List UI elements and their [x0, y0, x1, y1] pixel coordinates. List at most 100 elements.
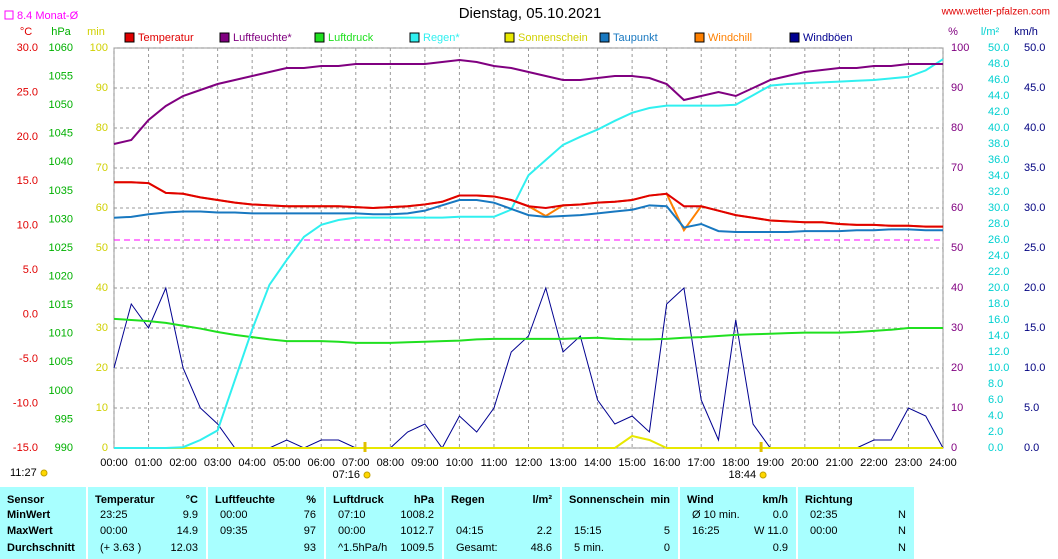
- legend-swatch: [599, 32, 610, 43]
- x-tick-label: 16:00: [653, 457, 681, 469]
- axis-label: min: [87, 26, 105, 38]
- legend-swatch: [694, 32, 705, 43]
- legend-swatch: [314, 32, 325, 43]
- axis-label: %: [948, 26, 958, 38]
- y-tick-label: 30.0: [1024, 202, 1045, 214]
- x-tick-label: 11:00: [481, 457, 508, 469]
- y-tick-label: 24.0: [988, 250, 1009, 262]
- series-line: [114, 58, 944, 449]
- y-tick-label: 10: [96, 402, 108, 414]
- legend-swatch: [409, 32, 420, 43]
- y-tick-label: 60: [951, 202, 963, 214]
- y-tick-label: 32.0: [988, 186, 1009, 198]
- y-tick-label: 2.0: [988, 426, 1003, 438]
- x-tick-label: 19:00: [757, 457, 785, 469]
- table-cell: N: [898, 509, 906, 521]
- series-line: [113, 317, 943, 344]
- y-tick-label: 6.0: [988, 394, 1003, 406]
- axis-label: °C: [20, 26, 32, 38]
- y-tick-label: 10: [951, 402, 963, 414]
- y-tick-label: 40: [96, 282, 108, 294]
- y-tick-label: 45.0: [1024, 82, 1045, 94]
- x-tick-label: 08:00: [377, 457, 405, 469]
- x-tick-label: 24:00: [929, 457, 957, 469]
- y-tick-label: 70: [951, 162, 963, 174]
- y-tick-label: 15.0: [17, 175, 38, 187]
- table-cell: 07:10: [338, 509, 366, 521]
- y-tick-label: 20.0: [1024, 282, 1045, 294]
- y-tick-label: -15.0: [13, 442, 38, 454]
- row-label: MinWert: [7, 509, 51, 521]
- y-tick-label: 48.0: [988, 58, 1009, 70]
- table-cell: 15:15: [574, 525, 602, 537]
- reference-legend-box: [4, 10, 14, 20]
- y-tick-label: 0.0: [1024, 442, 1039, 454]
- x-tick-label: 17:00: [687, 457, 715, 469]
- table-cell: (+ 3.63 ): [100, 542, 142, 554]
- series-line: [113, 199, 943, 233]
- reference-label: 8.4 Monat-Ø: [17, 10, 79, 22]
- y-tick-label: 10.0: [1024, 362, 1045, 374]
- table-cell: 97: [303, 525, 316, 537]
- y-tick-label: 26.0: [988, 234, 1009, 246]
- y-tick-label: 1010: [49, 328, 73, 340]
- y-tick-label: 12.0: [988, 346, 1009, 358]
- table-header: Sensor: [7, 494, 45, 506]
- y-tick-label: 0: [102, 442, 108, 454]
- table-cell: 04:15: [456, 525, 484, 537]
- y-tick-label: 30: [96, 322, 108, 334]
- table-column: [88, 487, 206, 559]
- table-header-unit: l/m²: [532, 494, 552, 506]
- y-tick-label: 8.0: [988, 378, 1003, 390]
- table-header: Wind: [687, 494, 714, 506]
- sunrise-label: 07:16: [332, 469, 360, 481]
- table-cell: 93: [303, 542, 316, 554]
- y-tick-label: 5.0: [23, 264, 38, 276]
- y-tick-label: 100: [951, 42, 969, 54]
- y-tick-label: 1030: [49, 213, 73, 225]
- sunset-label: 18:44: [729, 469, 757, 481]
- table-cell: 9.9: [182, 509, 198, 521]
- table-cell: 00:00: [100, 525, 128, 537]
- table-cell: 1008.2: [400, 509, 434, 521]
- table-cell: 0.0: [772, 509, 788, 521]
- y-tick-label: 5.0: [1024, 402, 1039, 414]
- y-tick-label: 1040: [49, 156, 73, 168]
- y-tick-label: 60: [96, 202, 108, 214]
- y-tick-label: 70: [96, 162, 108, 174]
- table-column: [562, 487, 678, 559]
- legend-label: Windböen: [803, 32, 853, 44]
- table-cell: 16:25: [692, 525, 720, 537]
- table-cell: 1009.5: [400, 542, 434, 554]
- table-cell: 12.03: [170, 542, 198, 554]
- y-tick-label: 10.0: [988, 362, 1009, 374]
- table-header: Luftdruck: [333, 494, 384, 506]
- y-tick-label: 16.0: [988, 314, 1009, 326]
- table-cell: 00:00: [338, 525, 366, 537]
- x-tick-label: 13:00: [549, 457, 577, 469]
- y-tick-label: 100: [90, 42, 108, 54]
- y-tick-label: 1045: [49, 128, 73, 140]
- x-tick-label: 01:00: [135, 457, 163, 469]
- series-line: [113, 58, 943, 145]
- y-tick-label: 30.0: [17, 42, 38, 54]
- y-tick-label: 50.0: [1024, 42, 1045, 54]
- x-tick-label: 22:00: [860, 457, 888, 469]
- y-tick-label: 0: [951, 442, 957, 454]
- y-tick-label: 50: [96, 242, 108, 254]
- table-cell: W 11.0: [753, 525, 788, 537]
- table-cell: N: [898, 525, 906, 537]
- table-cell: 76: [303, 509, 316, 521]
- table-cell: 14.9: [176, 525, 198, 537]
- legend-label: Regen*: [423, 32, 460, 44]
- legend-label: Temperatur: [138, 32, 194, 44]
- table-cell: N: [898, 542, 906, 554]
- y-tick-label: 4.0: [988, 410, 1003, 422]
- table-header-unit: min: [650, 494, 670, 506]
- y-tick-label: 34.0: [988, 170, 1009, 182]
- y-tick-label: 40: [951, 282, 963, 294]
- y-tick-label: 40.0: [1024, 122, 1045, 134]
- y-tick-label: -5.0: [19, 353, 38, 365]
- table-cell: ^1.5hPa/h: [338, 542, 388, 554]
- table-cell: Gesamt:: [456, 542, 498, 554]
